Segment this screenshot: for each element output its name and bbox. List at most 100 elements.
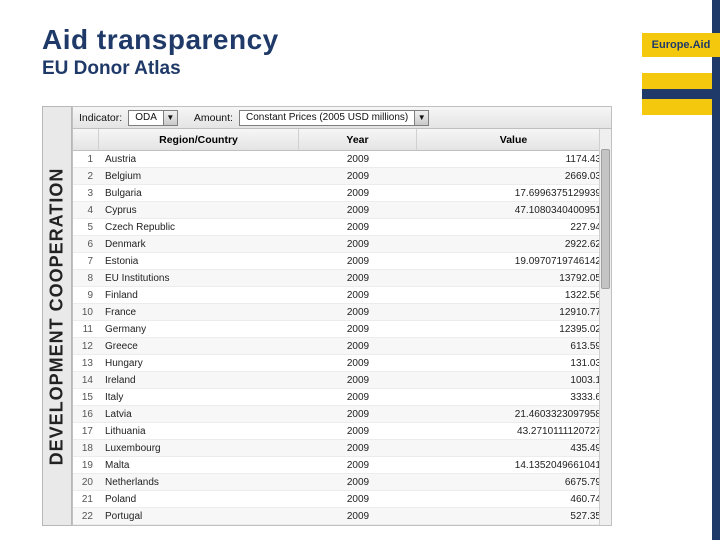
cell-index: 17 [73,423,99,439]
filter-toolbar: Indicator: ODA ▼ Amount: Constant Prices… [73,107,611,129]
brand-bar-navy [642,89,712,99]
table-row[interactable]: 14Ireland20091003.1 [73,372,611,389]
table-row[interactable]: 11Germany200912395.02 [73,321,611,338]
table-row[interactable]: 6Denmark20092922.62 [73,236,611,253]
cell-country: Luxembourg [99,440,299,456]
col-year[interactable]: Year [299,129,417,150]
table-row[interactable]: 1Austria20091174.43 [73,151,611,168]
cell-country: Greece [99,338,299,354]
cell-value: 6675.79 [417,474,611,490]
vertical-caption-text: DEVELOPMENT COOPERATION [47,167,68,465]
cell-country: Portugal [99,508,299,524]
cell-index: 3 [73,185,99,201]
chevron-down-icon[interactable]: ▼ [414,111,428,125]
cell-country: Latvia [99,406,299,422]
title-block: Aid transparency EU Donor Atlas [0,0,720,80]
cell-country: Denmark [99,236,299,252]
col-region[interactable]: Region/Country [99,129,299,150]
table-row[interactable]: 7Estonia200919.0970719746142 [73,253,611,270]
vertical-scrollbar[interactable] [599,129,611,525]
cell-year: 2009 [299,389,417,405]
cell-value: 227.94 [417,219,611,235]
table-row[interactable]: 9Finland20091322.56 [73,287,611,304]
cell-year: 2009 [299,185,417,201]
cell-value: 1174.43 [417,151,611,167]
cell-value: 3333.6 [417,389,611,405]
cell-year: 2009 [299,253,417,269]
cell-index: 2 [73,168,99,184]
cell-year: 2009 [299,321,417,337]
cell-year: 2009 [299,219,417,235]
cell-index: 19 [73,457,99,473]
cell-year: 2009 [299,440,417,456]
cell-country: Lithuania [99,423,299,439]
cell-year: 2009 [299,287,417,303]
cell-value: 19.0970719746142 [417,253,611,269]
cell-country: Malta [99,457,299,473]
table-row[interactable]: 21Poland2009460.74 [73,491,611,508]
cell-country: Cyprus [99,202,299,218]
indicator-dropdown[interactable]: ODA ▼ [128,110,178,126]
brand-label: Europe.Aid [652,39,711,51]
cell-value: 2669.03 [417,168,611,184]
table-row[interactable]: 17Lithuania200943.2710111120727 [73,423,611,440]
cell-index: 8 [73,270,99,286]
cell-index: 4 [73,202,99,218]
cell-index: 22 [73,508,99,524]
cell-index: 13 [73,355,99,371]
col-index[interactable] [73,129,99,150]
cell-value: 13792.05 [417,270,611,286]
cell-value: 14.1352049661041 [417,457,611,473]
amount-dropdown[interactable]: Constant Prices (2005 USD millions) ▼ [239,110,429,126]
cell-value: 21.4603323097958 [417,406,611,422]
cell-year: 2009 [299,457,417,473]
cell-year: 2009 [299,151,417,167]
table-row[interactable]: 22Portugal2009527.35 [73,508,611,525]
cell-country: Ireland [99,372,299,388]
cell-index: 11 [73,321,99,337]
table-row[interactable]: 16Latvia200921.4603323097958 [73,406,611,423]
brand-badge: Europe.Aid [642,33,720,57]
table-row[interactable]: 19Malta200914.1352049661041 [73,457,611,474]
brand-bar-yellow-1 [642,73,712,89]
cell-country: Austria [99,151,299,167]
table-row[interactable]: 20Netherlands20096675.79 [73,474,611,491]
table-row[interactable]: 15Italy20093333.6 [73,389,611,406]
cell-value: 527.35 [417,508,611,524]
table-row[interactable]: 2Belgium20092669.03 [73,168,611,185]
cell-country: Hungary [99,355,299,371]
cell-year: 2009 [299,270,417,286]
cell-value: 2922.62 [417,236,611,252]
cell-value: 47.1080340400951 [417,202,611,218]
indicator-value: ODA [129,112,163,123]
table-row[interactable]: 13Hungary2009131.03 [73,355,611,372]
table-row[interactable]: 5Czech Republic2009227.94 [73,219,611,236]
cell-year: 2009 [299,474,417,490]
page-subtitle: EU Donor Atlas [42,58,720,80]
col-value[interactable]: Value [417,129,611,150]
cell-country: Poland [99,491,299,507]
cell-value: 1322.56 [417,287,611,303]
cell-year: 2009 [299,236,417,252]
chevron-down-icon[interactable]: ▼ [163,111,177,125]
cell-index: 15 [73,389,99,405]
cell-year: 2009 [299,355,417,371]
scrollbar-thumb[interactable] [601,149,610,289]
table-row[interactable]: 10France200912910.77 [73,304,611,321]
table-row[interactable]: 12Greece2009613.59 [73,338,611,355]
cell-year: 2009 [299,508,417,524]
cell-value: 131.03 [417,355,611,371]
cell-country: Italy [99,389,299,405]
cell-value: 17.6996375129939 [417,185,611,201]
table-panel: Indicator: ODA ▼ Amount: Constant Prices… [72,106,612,526]
cell-value: 435.49 [417,440,611,456]
table-row[interactable]: 18Luxembourg2009435.49 [73,440,611,457]
table-row[interactable]: 3Bulgaria200917.6996375129939 [73,185,611,202]
cell-index: 9 [73,287,99,303]
cell-year: 2009 [299,168,417,184]
table-row[interactable]: 4Cyprus200947.1080340400951 [73,202,611,219]
brand-bar-yellow-2 [642,99,712,115]
cell-country: Estonia [99,253,299,269]
cell-country: EU Institutions [99,270,299,286]
table-row[interactable]: 8EU Institutions200913792.05 [73,270,611,287]
